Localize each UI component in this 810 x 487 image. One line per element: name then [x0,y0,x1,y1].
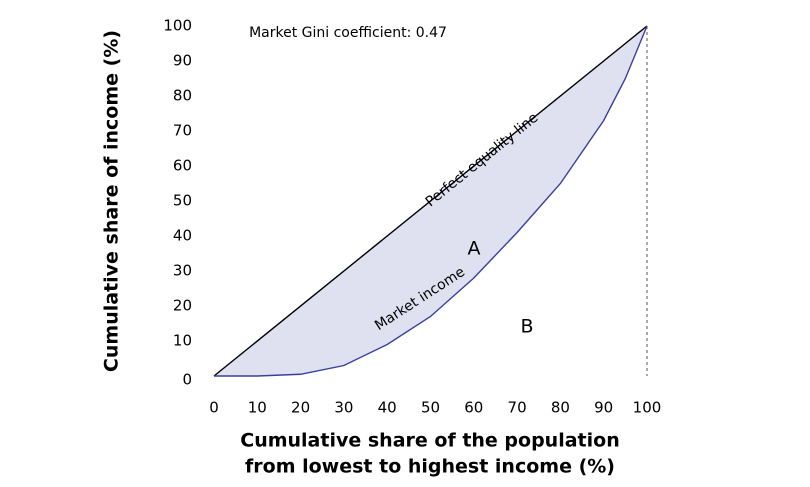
x-tick-label: 60 [464,399,483,417]
x-tick-label: 100 [633,399,662,417]
x-axis-label: Cumulative share of the population [240,430,619,452]
x-tick-label: 50 [421,399,440,417]
y-axis-label: Cumulative share of income (%) [101,30,123,372]
series-line [213,25,648,377]
x-tick-label: 40 [378,399,397,417]
chart-title: Market Gini coefficient: 0.47 [249,25,447,41]
x-tick-label: 70 [508,399,527,417]
y-tick-label: 40 [173,227,192,245]
y-tick-label: 100 [163,17,192,35]
x-tick-label: 20 [291,399,310,417]
x-tick-label: 80 [551,399,570,417]
y-tick-label: 20 [173,297,192,315]
x-axis-label: from lowest to highest income (%) [245,456,615,478]
y-tick-label: 30 [173,262,192,280]
y-tick-label: 10 [173,332,192,350]
y-tick-label: 50 [173,192,192,210]
y-tick-label: 0 [182,371,192,389]
x-tick-label: 90 [594,399,613,417]
area-label: A [468,238,481,260]
y-tick-label: 90 [173,52,192,70]
y-tick-label: 60 [173,157,192,175]
series-line [214,25,648,377]
x-tick-label: 10 [248,399,267,417]
y-tick-label: 80 [173,87,192,105]
x-tick-label: 0 [209,399,219,417]
y-tick-label: 70 [173,122,192,140]
area-label: B [520,316,533,338]
x-tick-label: 30 [334,399,353,417]
